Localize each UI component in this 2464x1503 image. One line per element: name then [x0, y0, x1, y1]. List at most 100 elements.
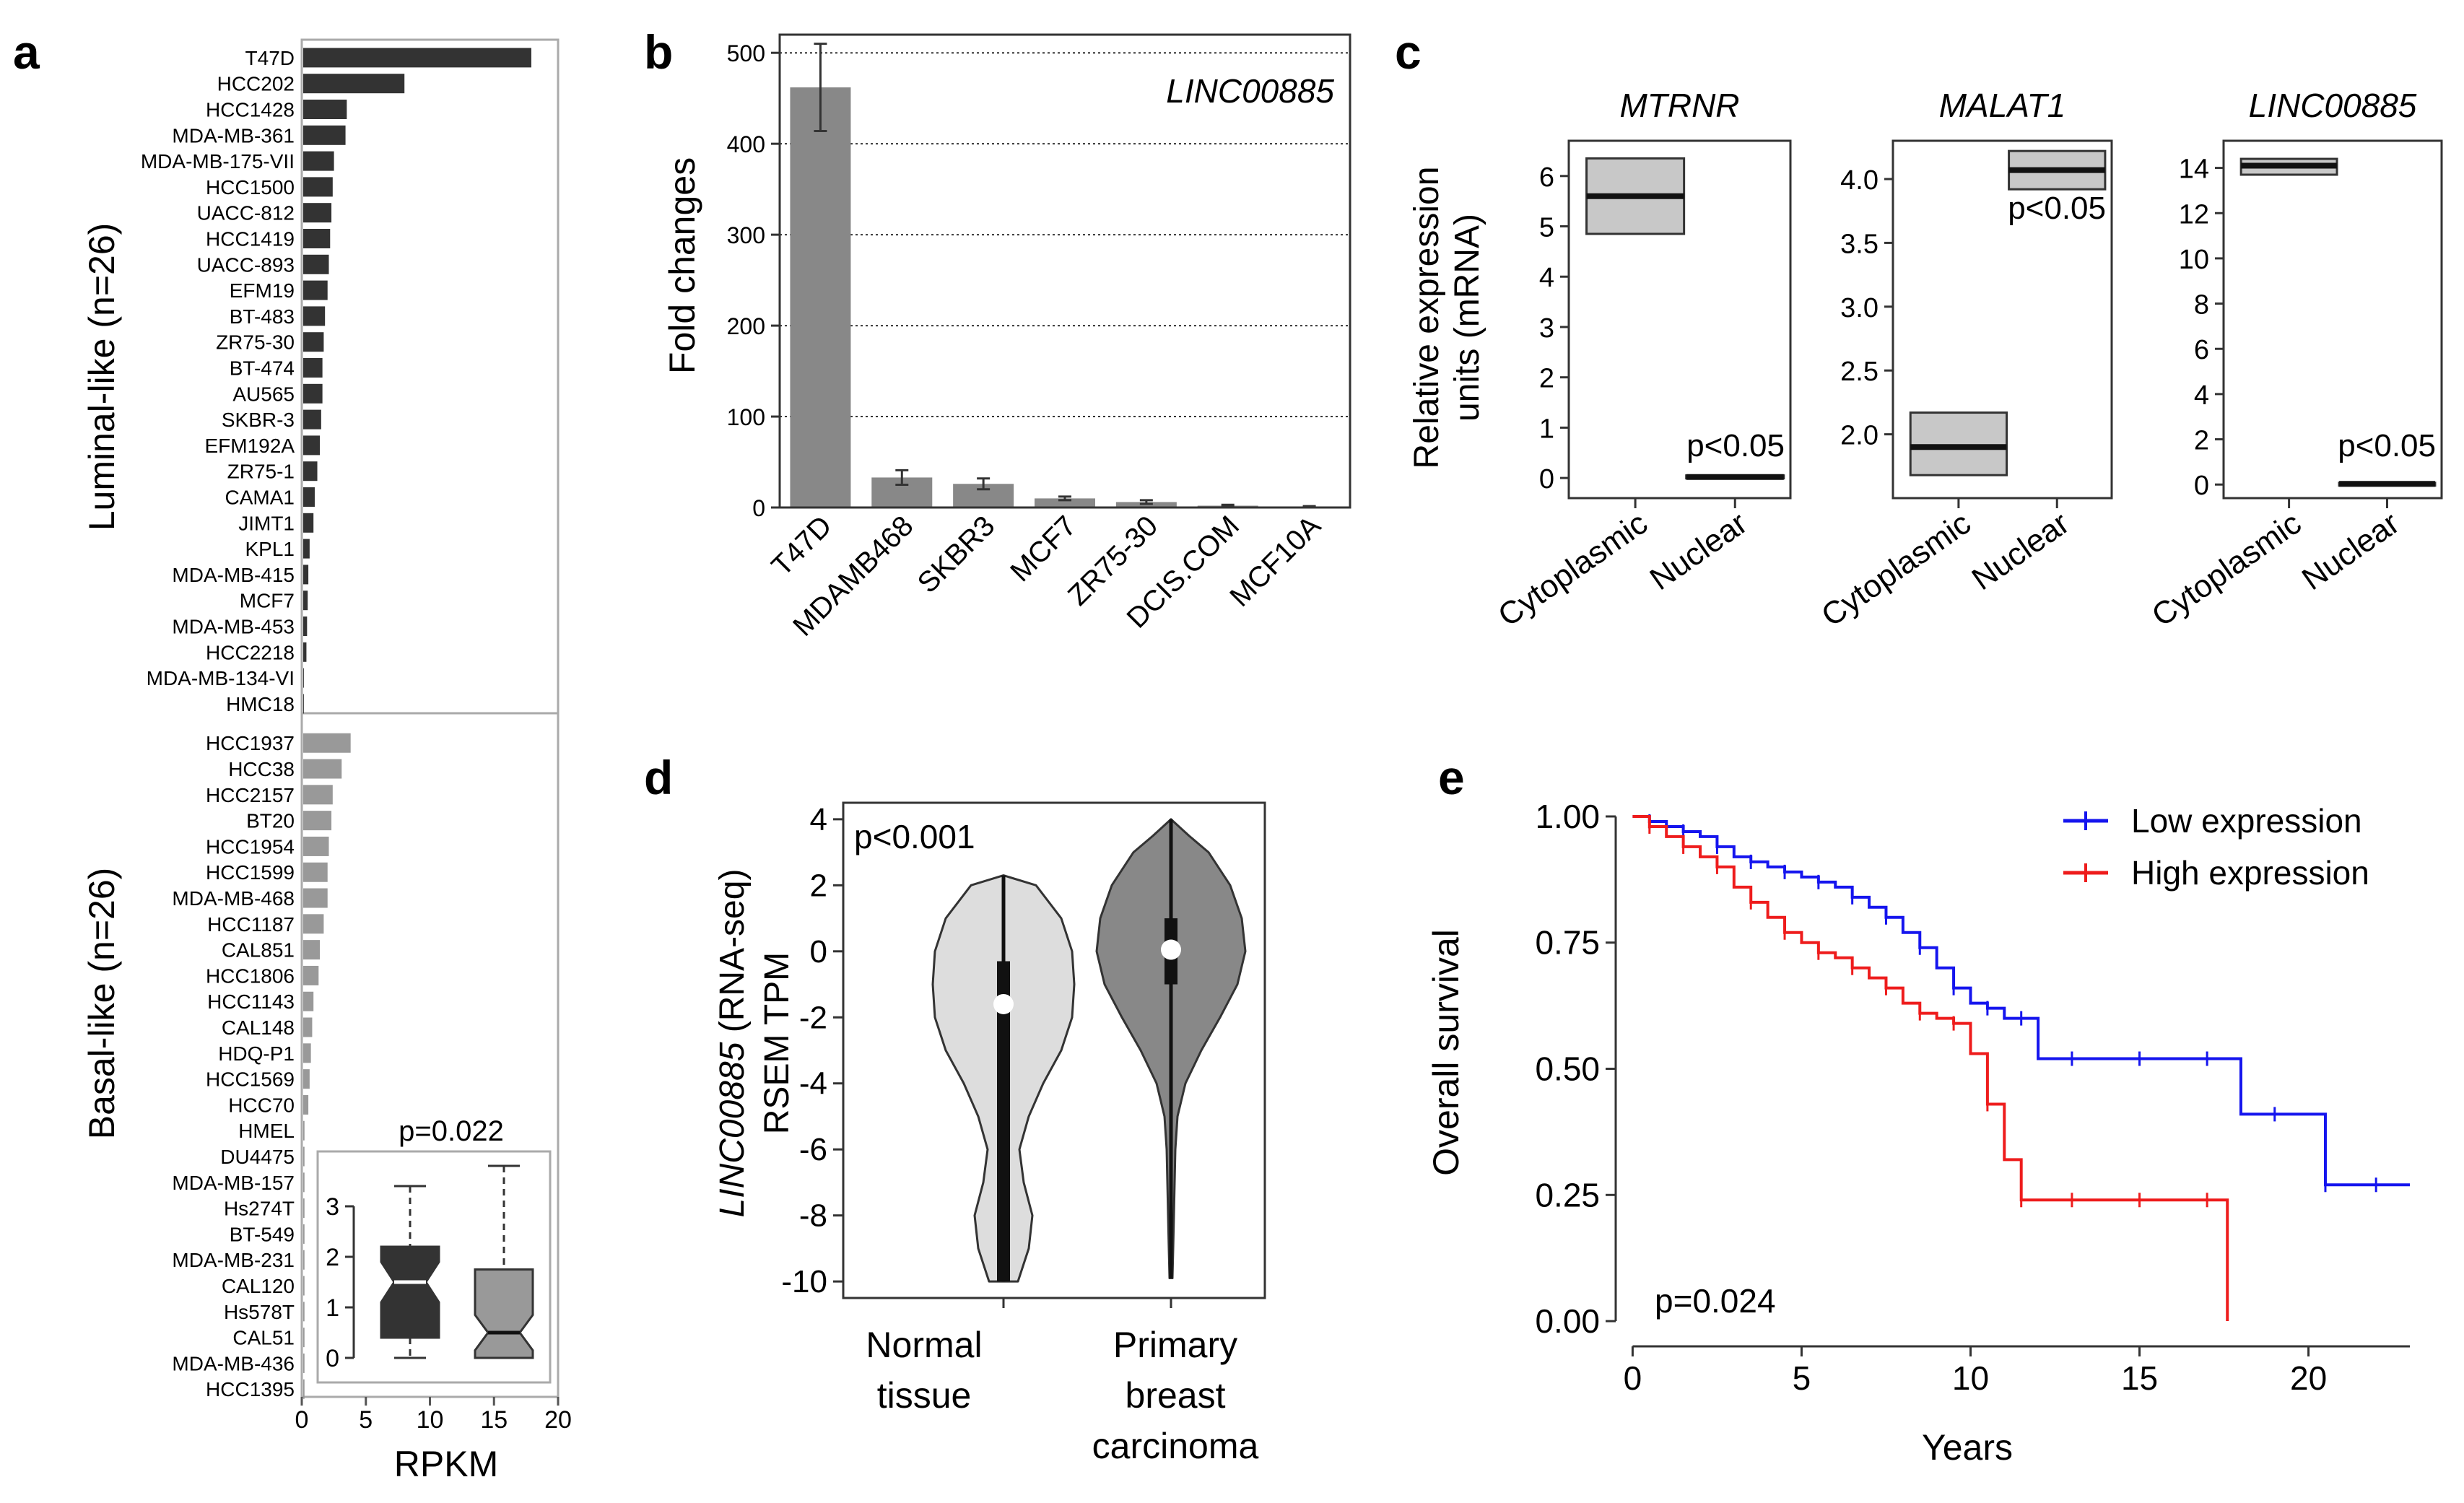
cell-line-label: BT20 — [246, 810, 295, 832]
bar — [303, 940, 321, 960]
y-tick-label: 0.25 — [1535, 1176, 1600, 1214]
bar — [303, 1172, 305, 1193]
bar — [303, 1146, 305, 1167]
cell-line-label: CAMA1 — [225, 487, 295, 509]
cell-line-label: HCC70 — [228, 1094, 295, 1116]
bar — [303, 1353, 305, 1373]
category-label: MCF10A — [1224, 510, 1327, 613]
y-tick-label: 0.00 — [1535, 1302, 1600, 1340]
bar — [303, 100, 347, 119]
p-value: p<0.05 — [2338, 428, 2436, 463]
cell-line-label: MDA-MB-436 — [172, 1352, 295, 1375]
bar — [303, 461, 318, 482]
violin-median — [1161, 939, 1181, 960]
x-tick-label: 15 — [2121, 1359, 2158, 1397]
y-tick-label: 500 — [727, 40, 765, 66]
category-label: Cytoplasmic — [1492, 505, 1653, 634]
panel-b-letter: b — [644, 25, 673, 79]
panel-a-letter: a — [13, 25, 40, 79]
survival-curve — [1632, 814, 2410, 1187]
cell-line-label: HCC1428 — [206, 99, 295, 121]
bar — [303, 409, 321, 430]
y-tick-label: -8 — [799, 1198, 827, 1234]
bar — [303, 965, 319, 985]
subplot-title: LINC00885 — [2249, 87, 2417, 124]
cell-line-label: T47D — [245, 47, 295, 69]
panel-d-ylabel-rest: (RNA-seq) — [713, 869, 752, 1042]
y-tick-label: 0.50 — [1535, 1050, 1600, 1088]
inset-y-tick-label: 1 — [326, 1294, 339, 1322]
bar — [303, 487, 315, 507]
y-tick-label: 4 — [1539, 263, 1554, 293]
y-tick-label: 2 — [810, 868, 827, 903]
category-label: SKBR3 — [912, 510, 1001, 599]
bar — [303, 785, 333, 805]
bar — [303, 1198, 305, 1219]
cell-line-label: SKBR-3 — [222, 409, 295, 431]
cell-line-label: CAL851 — [222, 939, 295, 962]
y-tick-label: 10 — [2179, 245, 2209, 275]
cell-line-label: MDA-MB-157 — [172, 1172, 295, 1194]
bar — [303, 1302, 305, 1322]
panel-e-ylabel: Overall survival — [1426, 929, 1466, 1176]
x-tick-label: 15 — [480, 1406, 508, 1434]
bar — [303, 694, 304, 714]
y-tick-label: -4 — [799, 1066, 827, 1102]
cell-line-label: HCC1569 — [206, 1068, 295, 1091]
bar — [303, 1069, 310, 1089]
cell-line-label: EFM192A — [205, 435, 295, 457]
y-tick-label: 100 — [727, 404, 765, 430]
panel-d-cat2-line3: carcinoma — [1092, 1426, 1259, 1466]
category-label: Nuclear — [1966, 505, 2076, 597]
cell-line-label: BT-474 — [230, 357, 295, 380]
cell-line-label: ZR75-30 — [216, 331, 295, 354]
y-tick-label: 3.0 — [1840, 293, 1879, 323]
x-tick-label: 0 — [1624, 1359, 1642, 1397]
cell-line-label: EFM19 — [230, 279, 295, 302]
panel-d-cat1-line1: Normal — [866, 1325, 982, 1365]
y-tick-label: 14 — [2179, 154, 2209, 185]
bar — [303, 759, 342, 779]
bar — [303, 435, 321, 456]
y-tick-label: 0 — [752, 495, 765, 521]
y-tick-label: 0.75 — [1535, 924, 1600, 962]
inset-y-tick-label: 0 — [326, 1345, 339, 1372]
bar — [303, 358, 323, 378]
panel-a-xlabel: RPKM — [394, 1444, 498, 1484]
bar — [303, 617, 308, 636]
bar — [1035, 498, 1095, 507]
cell-line-label: MDA-MB-175-VII — [141, 150, 295, 173]
panel-d-ylabel-line2: RSEM TPM — [758, 952, 796, 1134]
bar — [303, 914, 324, 934]
violin-median — [993, 993, 1014, 1014]
cell-line-label: BT-549 — [230, 1223, 295, 1245]
bar — [303, 668, 304, 688]
category-label: T47D — [766, 510, 838, 582]
bar — [303, 836, 329, 856]
bar — [303, 74, 405, 94]
panel-d-letter: d — [644, 751, 673, 804]
cell-line-label: HMC18 — [226, 693, 295, 715]
cell-line-label: UACC-812 — [197, 202, 295, 225]
inset-notched-box — [474, 1268, 534, 1359]
cell-line-label: CAL148 — [222, 1016, 295, 1039]
cell-line-label: HCC1395 — [206, 1378, 295, 1400]
panel-c-letter: c — [1395, 25, 1422, 79]
panel-e-letter: e — [1438, 751, 1465, 804]
category-label: MCF7 — [1004, 510, 1082, 588]
inset-notched-box — [380, 1245, 440, 1339]
panel-c-ylabel-line2: units (mRNA) — [1448, 214, 1486, 422]
y-tick-label: -10 — [781, 1264, 827, 1299]
cell-line-label: HMEL — [238, 1120, 295, 1142]
bar — [303, 862, 328, 882]
cell-line-label: ZR75-1 — [227, 461, 295, 483]
y-tick-label: 0 — [810, 934, 827, 970]
category-label: Nuclear — [2296, 505, 2406, 597]
y-tick-label: 2 — [1539, 364, 1554, 394]
panel-b-gene-label: LINC00885 — [1166, 72, 1334, 110]
x-tick-label: 5 — [359, 1406, 373, 1434]
y-tick-label: -6 — [799, 1132, 827, 1167]
inset-y-tick-label: 2 — [326, 1244, 339, 1271]
bar — [303, 1120, 305, 1141]
